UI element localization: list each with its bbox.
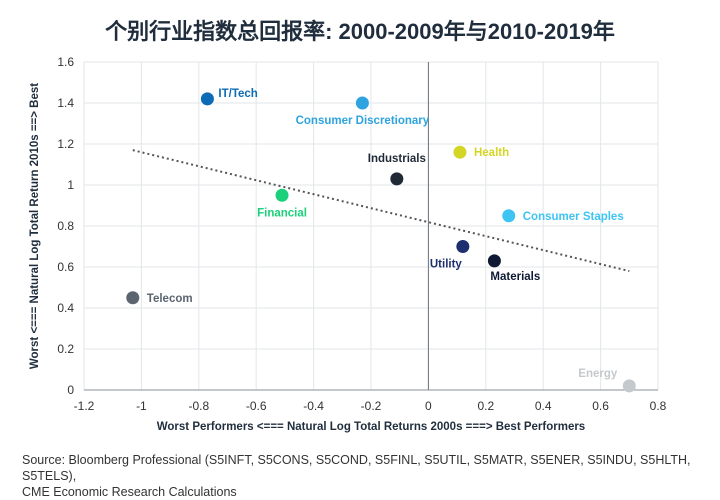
point-label: Materials [490, 271, 540, 283]
data-point [502, 209, 516, 223]
x-tick-label: 0.8 [650, 399, 667, 413]
point-label: Health [474, 147, 509, 159]
x-tick-label: 0.6 [592, 399, 609, 413]
point-label: Utility [430, 259, 463, 271]
point-label: Financial [257, 207, 307, 219]
x-tick-label: -0.4 [303, 399, 324, 413]
data-point [275, 188, 289, 202]
data-point [126, 291, 140, 305]
y-tick-label: 1 [67, 178, 74, 192]
x-tick-label: -1.2 [74, 399, 95, 413]
data-point [390, 172, 404, 186]
point-label: Consumer Staples [523, 211, 624, 223]
x-tick-label: 0 [425, 399, 432, 413]
x-tick-label: -0.8 [188, 399, 209, 413]
y-tick-label: 1.6 [57, 55, 74, 69]
data-point [487, 254, 501, 268]
y-tick-label: 1.4 [57, 96, 74, 110]
x-tick-label: 0.4 [535, 399, 552, 413]
point-label: Industrials [368, 153, 426, 165]
source-line-2: CME Economic Research Calculations [22, 485, 237, 499]
y-tick-label: 0.8 [57, 219, 74, 233]
data-point [456, 240, 470, 253]
trendline [132, 149, 630, 273]
point-label: Consumer Discretionary [296, 115, 430, 127]
y-tick-label: 1.2 [57, 137, 74, 151]
y-tick-label: 0 [67, 383, 74, 397]
x-tick-label: -1 [136, 399, 147, 413]
data-point [200, 92, 214, 106]
point-label: IT/Tech [218, 88, 257, 100]
y-tick-label: 0.4 [57, 301, 74, 315]
point-label: Telecom [147, 293, 193, 305]
data-point [453, 145, 467, 159]
y-tick-label: 0.6 [57, 260, 74, 274]
x-tick-label: -0.6 [246, 399, 267, 413]
y-axis-title: Worst <=== Natural Log Total Return 2010… [29, 83, 41, 369]
source-line-1: Source: Bloomberg Professional (S5INFT, … [22, 453, 691, 483]
data-point [622, 379, 636, 393]
x-tick-label: -0.2 [361, 399, 382, 413]
y-tick-label: 0.2 [57, 342, 74, 356]
x-tick-label: 0.2 [477, 399, 494, 413]
chart-title: 个别行业指数总回报率: 2000-2009年与2010-2019年 [105, 19, 615, 44]
data-point [355, 96, 369, 110]
x-axis-title: Worst Performers <=== Natural Log Total … [157, 421, 585, 433]
point-label: Energy [578, 368, 618, 380]
source-note: Source: Bloomberg Professional (S5INFT, … [22, 452, 712, 500]
